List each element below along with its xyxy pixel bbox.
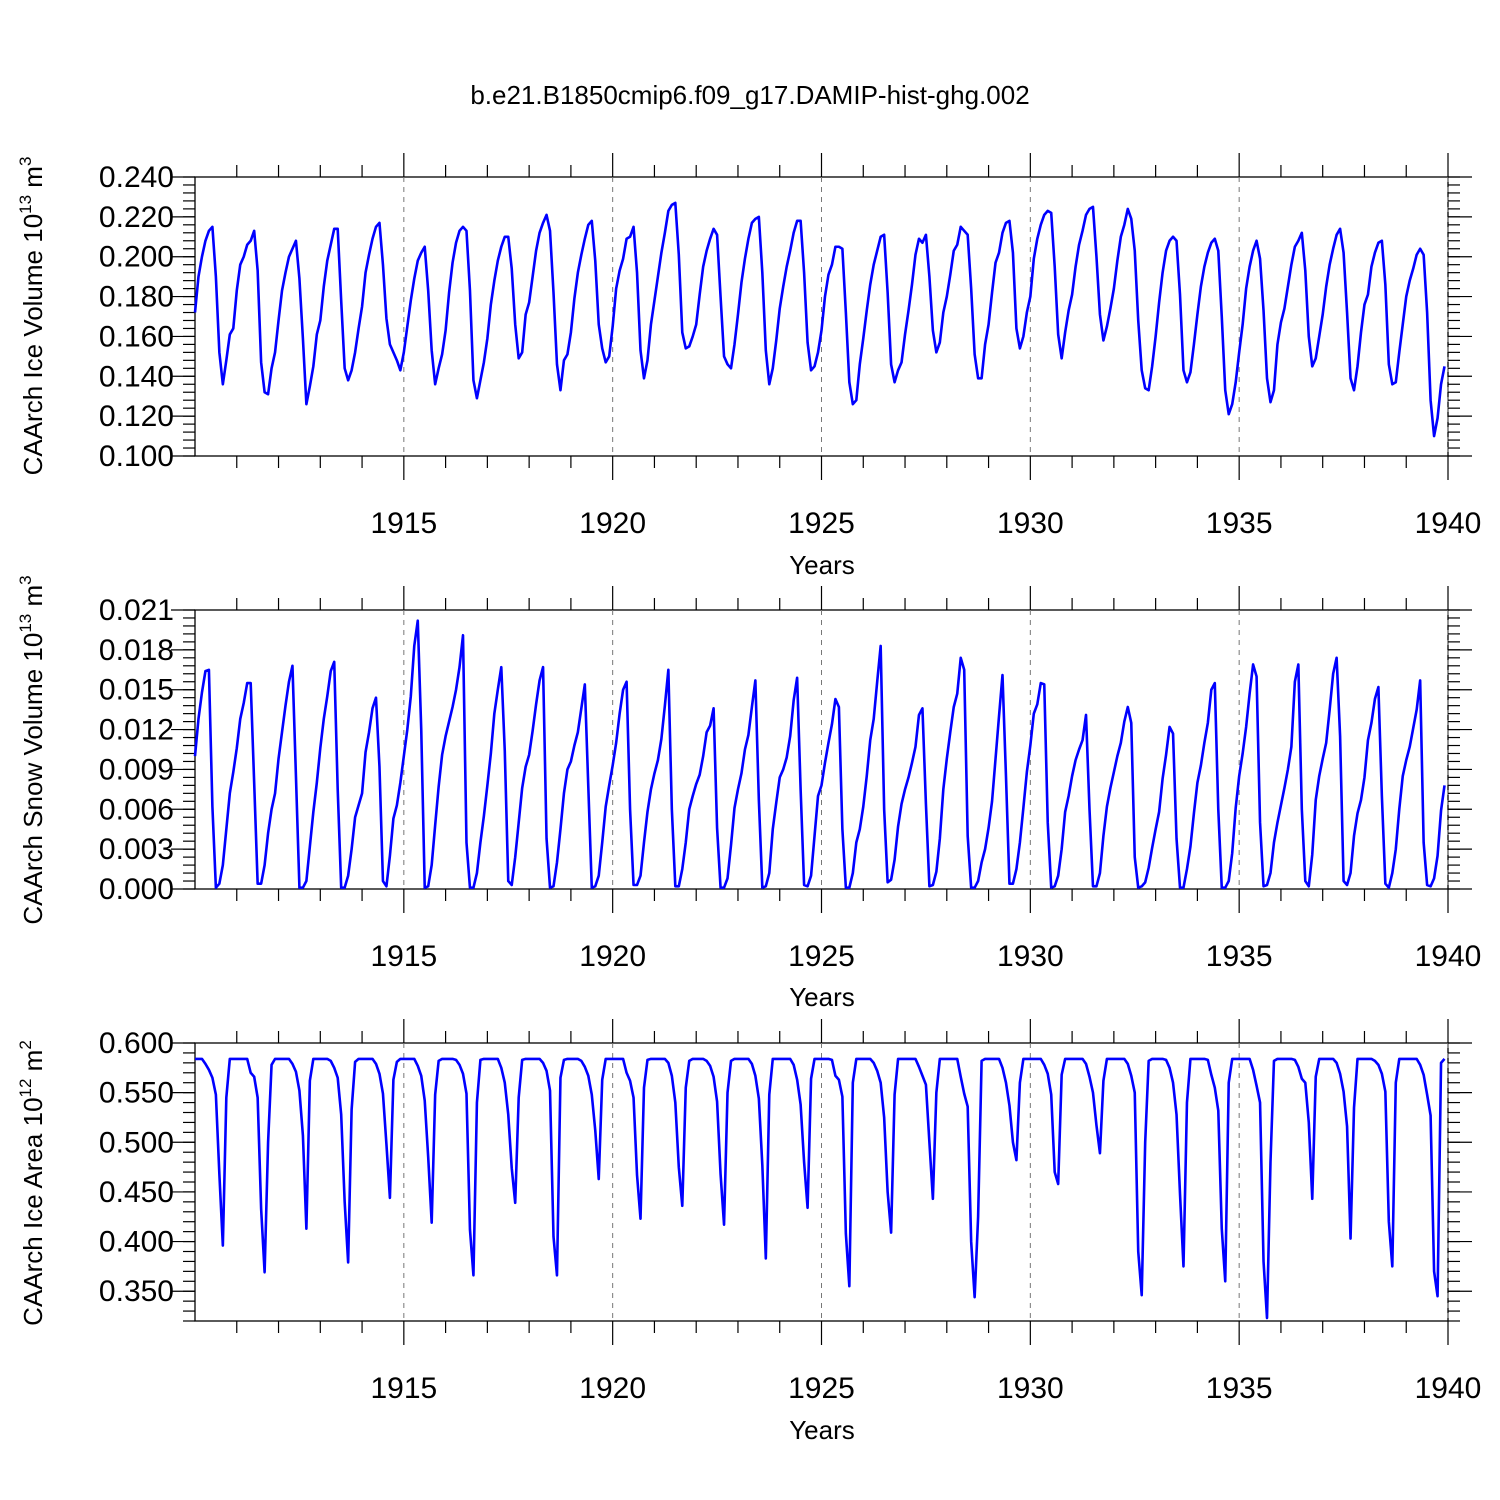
y-axis-label-main: CAArch Snow Volume 10 bbox=[18, 633, 48, 925]
x-gridlines bbox=[403, 1043, 1449, 1321]
x-tick-label: 1925 bbox=[788, 507, 855, 540]
y-tick-labels: 0.350 0.400 0.450 0.500 0.550 0.600 bbox=[99, 1027, 174, 1308]
y-axis-label-unit-exponent: 3 bbox=[16, 157, 35, 166]
y-axis-label: CAArch Ice Volume 1013 m3 bbox=[16, 157, 48, 476]
y-tick-label: 0.450 bbox=[99, 1176, 174, 1209]
y-tick-label: 0.006 bbox=[99, 793, 174, 826]
x-tick-labels: 1915 1920 1925 1930 1935 1940 bbox=[370, 507, 1481, 540]
x-tick-label: 1935 bbox=[1206, 940, 1273, 973]
y-axis-label: CAArch Ice Area 1012 m2 bbox=[16, 1040, 48, 1326]
x-tick-label: 1935 bbox=[1206, 1372, 1273, 1405]
x-gridlines bbox=[403, 177, 1449, 456]
panel-ice-volume: 0.100 0.120 0.140 0.160 0.180 0.200 0.220 0.240… bbox=[16, 153, 1481, 580]
y-tick-label: 0.550 bbox=[99, 1077, 174, 1110]
y-axis-label-main: CAArch Ice Area 10 bbox=[18, 1097, 48, 1325]
axis-ticks bbox=[171, 153, 1472, 480]
y-tick-label: 0.220 bbox=[99, 201, 174, 234]
x-tick-label: 1915 bbox=[370, 940, 437, 973]
x-tick-label: 1930 bbox=[997, 507, 1064, 540]
x-gridlines bbox=[403, 610, 1449, 889]
y-tick-label: 0.009 bbox=[99, 753, 174, 786]
axis-ticks bbox=[171, 586, 1472, 913]
y-tick-labels: 0.100 0.120 0.140 0.160 0.180 0.200 0.220 0.240 bbox=[99, 161, 174, 473]
y-tick-label: 0.140 bbox=[99, 360, 174, 393]
figure-title: b.e21.B1850cmip6.f09_g17.DAMIP-hist-ghg.… bbox=[470, 80, 1029, 110]
x-axis-label: Years bbox=[789, 550, 855, 580]
x-axis-label: Years bbox=[789, 982, 855, 1012]
y-tick-label: 0.500 bbox=[99, 1126, 174, 1159]
y-tick-labels: 0.000 0.003 0.006 0.009 0.012 0.015 0.018 0.021 bbox=[99, 594, 174, 906]
x-tick-label: 1940 bbox=[1415, 507, 1482, 540]
y-axis-label-unit: m bbox=[18, 166, 48, 195]
y-axis-label-exponent: 12 bbox=[16, 1079, 35, 1098]
x-tick-label: 1930 bbox=[997, 1372, 1064, 1405]
y-tick-label: 0.200 bbox=[99, 241, 174, 274]
x-tick-label: 1915 bbox=[370, 1372, 437, 1405]
y-tick-label: 0.180 bbox=[99, 281, 174, 314]
y-tick-label: 0.000 bbox=[99, 873, 174, 906]
y-tick-label: 0.003 bbox=[99, 833, 174, 866]
x-tick-label: 1915 bbox=[370, 507, 437, 540]
snow-volume-line bbox=[193, 619, 1446, 889]
x-tick-label: 1920 bbox=[579, 940, 646, 973]
y-axis-label-unit-exponent: 3 bbox=[16, 575, 35, 584]
y-tick-label: 0.160 bbox=[99, 320, 174, 353]
y-axis-label-exponent: 13 bbox=[16, 195, 35, 214]
y-axis-label-exponent: 13 bbox=[16, 614, 35, 633]
y-tick-label: 0.120 bbox=[99, 400, 174, 433]
y-tick-label: 0.021 bbox=[99, 594, 174, 627]
x-tick-labels: 1915 1920 1925 1930 1935 1940 bbox=[370, 1372, 1481, 1405]
x-tick-label: 1940 bbox=[1415, 940, 1482, 973]
y-axis-label-unit-exponent: 2 bbox=[16, 1040, 35, 1049]
x-tick-label: 1925 bbox=[788, 940, 855, 973]
x-tick-label: 1925 bbox=[788, 1372, 855, 1405]
panel-snow-volume: 0.000 0.003 0.006 0.009 0.012 0.015 0.018 0.021… bbox=[16, 575, 1481, 1012]
y-tick-label: 0.018 bbox=[99, 634, 174, 667]
y-tick-label: 0.240 bbox=[99, 161, 174, 194]
x-tick-label: 1940 bbox=[1415, 1372, 1482, 1405]
x-tick-label: 1920 bbox=[579, 507, 646, 540]
x-tick-label: 1930 bbox=[997, 940, 1064, 973]
ice-volume-line bbox=[193, 201, 1446, 438]
y-tick-label: 0.100 bbox=[99, 440, 174, 473]
y-tick-label: 0.015 bbox=[99, 674, 174, 707]
y-tick-label: 0.400 bbox=[99, 1226, 174, 1259]
x-axis-label: Years bbox=[789, 1415, 855, 1445]
axis-ticks bbox=[171, 1019, 1472, 1345]
y-axis-label-unit: m bbox=[18, 1050, 48, 1079]
y-axis-label-main: CAArch Ice Volume 10 bbox=[18, 214, 48, 476]
y-axis-label: CAArch Snow Volume 1013 m3 bbox=[16, 575, 48, 924]
y-axis-label-unit: m bbox=[18, 585, 48, 614]
x-tick-labels: 1915 1920 1925 1930 1935 1940 bbox=[370, 940, 1481, 973]
y-tick-label: 0.350 bbox=[99, 1275, 174, 1308]
y-tick-label: 0.012 bbox=[99, 714, 174, 747]
x-tick-label: 1920 bbox=[579, 1372, 646, 1405]
x-tick-label: 1935 bbox=[1206, 507, 1273, 540]
y-tick-label: 0.600 bbox=[99, 1027, 174, 1060]
ice-area-line bbox=[195, 1057, 1446, 1320]
